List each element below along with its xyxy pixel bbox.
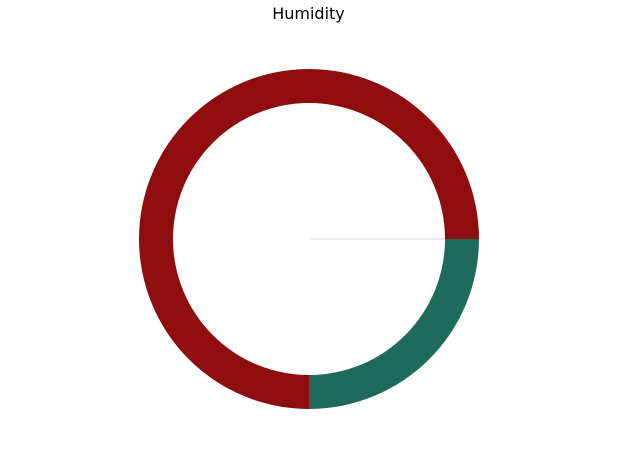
- donut-slice-2: [309, 239, 479, 409]
- chart-title: Humidity: [272, 4, 345, 23]
